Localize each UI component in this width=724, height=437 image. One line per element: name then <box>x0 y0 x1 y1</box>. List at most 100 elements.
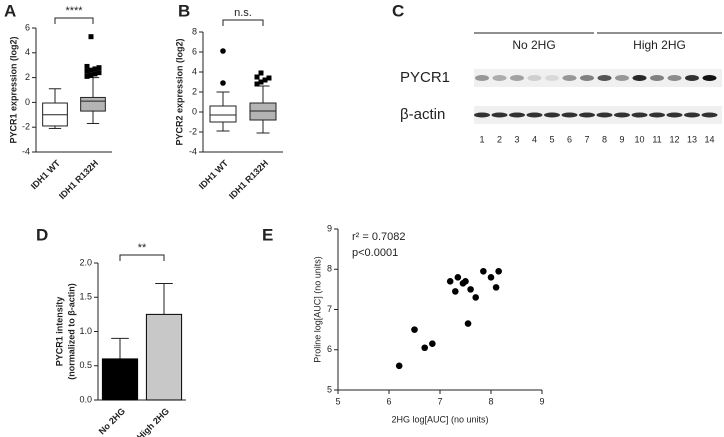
y-tick-label: 2 <box>25 72 30 82</box>
band <box>631 112 648 118</box>
band <box>614 112 630 118</box>
band <box>649 112 665 118</box>
outlier <box>96 65 102 71</box>
point <box>429 340 436 348</box>
outlier <box>96 70 102 76</box>
group-label: High 2HG <box>633 38 686 52</box>
outlier <box>84 63 90 69</box>
bar <box>145 313 183 401</box>
panel-label: D <box>36 225 48 244</box>
group-label: No 2HG <box>512 38 555 52</box>
outlier <box>220 80 226 86</box>
y-tick-label: 1.5 <box>79 292 92 302</box>
x-tick-label: 8 <box>488 396 493 406</box>
lane-label: 12 <box>669 134 679 144</box>
x-tick-label: 6 <box>386 396 391 406</box>
outlier <box>254 74 260 80</box>
lane-label: 8 <box>602 134 607 144</box>
lane-label: 7 <box>584 134 589 144</box>
band <box>702 75 717 81</box>
band <box>615 75 629 81</box>
lane-label: 9 <box>619 134 624 144</box>
band <box>701 112 718 118</box>
band <box>510 75 524 81</box>
band <box>561 112 578 118</box>
lane-label: 6 <box>567 134 572 144</box>
x-tick-label: IDH1 R132H <box>57 158 100 201</box>
x-tick-label: IDH1 WT <box>29 158 63 192</box>
y-tick-label: 4 <box>192 66 197 76</box>
y-tick-label: 1.0 <box>79 326 92 336</box>
annotation: p<0.0001 <box>352 247 398 259</box>
lane-label: 10 <box>634 134 644 144</box>
significance-bracket <box>119 254 165 261</box>
outlier <box>266 75 272 81</box>
significance-label: n.s. <box>234 7 252 19</box>
lane-label: 13 <box>687 134 697 144</box>
panel-label: E <box>262 225 273 244</box>
y-tick-label: -4 <box>22 146 30 156</box>
lane-label: 4 <box>532 134 537 144</box>
y-tick-label: 8 <box>192 26 197 36</box>
lane-label: 14 <box>704 134 714 144</box>
band <box>526 112 543 118</box>
y-tick-label: 6 <box>192 46 197 56</box>
y-axis-label: PYCR2 expression (log2) <box>174 38 184 145</box>
y-tick-label: 0.0 <box>79 394 92 404</box>
lane-label: 2 <box>497 134 502 144</box>
outlier <box>262 77 268 83</box>
significance-label: ** <box>138 242 147 254</box>
outlier <box>92 66 98 72</box>
outlier <box>220 48 226 54</box>
box <box>209 105 237 123</box>
band <box>580 75 594 81</box>
outlier <box>88 67 94 73</box>
outlier <box>258 70 264 76</box>
point <box>467 286 474 293</box>
y-tick-label: 6 <box>25 22 30 32</box>
band <box>685 75 699 81</box>
band <box>562 75 577 81</box>
lane-label: 5 <box>549 134 554 144</box>
lane-label: 1 <box>479 134 484 144</box>
lane-label: 11 <box>652 134 661 144</box>
y-axis-label: PYCR1 intensity <box>54 297 64 367</box>
y-tick-label: 5 <box>327 384 332 394</box>
significance-bracket <box>222 19 264 26</box>
band <box>596 112 613 118</box>
y-tick-label: 8 <box>327 264 332 274</box>
y-tick-label: 0 <box>25 97 30 107</box>
band <box>597 75 612 81</box>
band <box>650 75 664 81</box>
outlier <box>88 72 94 78</box>
x-axis-label: 2HG log[AUC] (no units) <box>391 414 488 424</box>
point <box>452 288 459 295</box>
y-tick-label: -4 <box>189 146 197 156</box>
y-tick-label: 2.0 <box>79 257 92 267</box>
point <box>492 284 500 291</box>
annotation: r² = 0.7082 <box>352 231 406 243</box>
point <box>495 267 502 275</box>
panel-label: B <box>178 1 190 20</box>
point <box>464 320 472 327</box>
bar <box>101 358 139 401</box>
y-tick-label: 2 <box>192 86 197 96</box>
row-label: PYCR1 <box>400 69 450 86</box>
y-tick-label: 9 <box>327 223 332 233</box>
outlier <box>258 79 264 85</box>
y-tick-label: -2 <box>22 122 30 132</box>
outlier <box>254 81 260 87</box>
y-tick-label: 7 <box>327 304 332 314</box>
band <box>475 75 489 81</box>
band <box>684 112 700 118</box>
y-axis-label: (normalized to β-actin) <box>66 283 76 380</box>
panel-label: A <box>4 1 16 20</box>
band <box>667 75 682 81</box>
y-tick-label: 0.5 <box>79 360 92 370</box>
y-tick-label: -2 <box>189 126 197 136</box>
point <box>472 294 480 301</box>
point <box>462 278 469 285</box>
band <box>545 75 559 81</box>
y-tick-label: 6 <box>327 344 332 354</box>
